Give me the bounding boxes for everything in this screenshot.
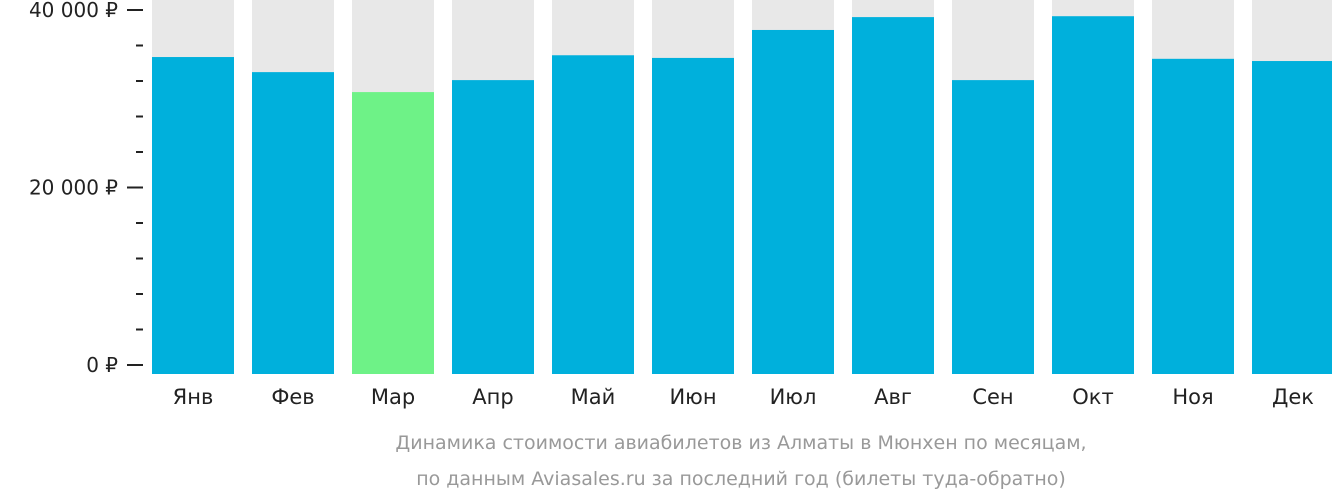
x-tick-label: Окт <box>1072 385 1113 409</box>
y-tick-label: 40 000 ₽ <box>29 0 118 22</box>
bar-Мар <box>352 92 434 374</box>
x-tick-label: Дек <box>1272 385 1314 409</box>
x-tick-label: Авг <box>874 385 912 409</box>
bar-Сен <box>952 80 1034 375</box>
x-tick-label: Мар <box>371 385 415 409</box>
bar-chart: 0 ₽ 20 000 ₽ 40 000 ₽ Янв Фев Мар Апр Май Июн Июл… <box>29 0 1332 409</box>
x-tick-label: Май <box>571 385 616 409</box>
x-tick-label: Июл <box>770 385 817 409</box>
bar-Июн <box>652 57 734 375</box>
bar-Фев <box>252 72 334 374</box>
bar-Авг <box>852 17 934 374</box>
x-tick-label: Июн <box>669 385 716 409</box>
y-tick-label: 0 ₽ <box>86 353 118 377</box>
x-tick-label: Фев <box>271 385 314 409</box>
bar-Дек <box>1252 61 1332 374</box>
chart-caption-line-1: Динамика стоимости авиабилетов из Алматы… <box>395 432 1087 454</box>
x-tick-label: Сен <box>972 385 1013 409</box>
x-tick-label: Янв <box>173 385 214 409</box>
x-tick-label: Апр <box>472 385 513 409</box>
bar-Ноя <box>1152 58 1234 374</box>
bar-Апр <box>452 80 534 375</box>
bar-Янв <box>152 57 234 374</box>
bar-Июл <box>752 29 834 374</box>
bar-Май <box>552 55 634 374</box>
x-tick-label: Ноя <box>1172 385 1213 409</box>
bar-Окт <box>1052 16 1134 375</box>
chart-caption-line-2: по данным Aviasales.ru за последний год … <box>416 468 1066 490</box>
y-tick-label: 20 000 ₽ <box>29 176 118 200</box>
